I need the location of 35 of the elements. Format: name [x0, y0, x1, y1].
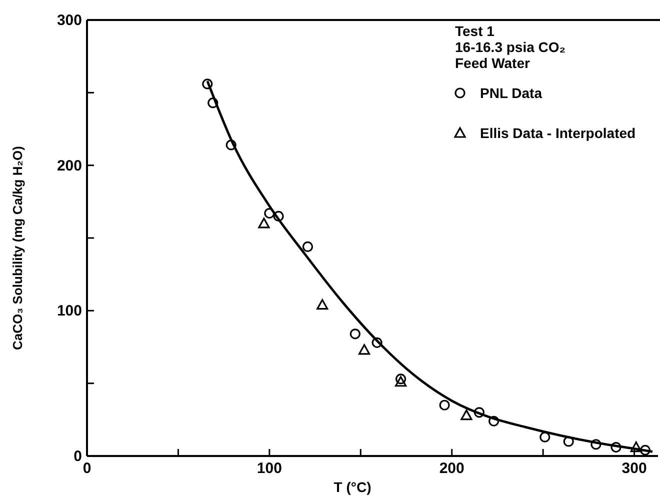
point: [610, 442, 622, 453]
point: [208, 98, 218, 108]
point: [540, 432, 550, 442]
y-tick-label: 100: [56, 302, 82, 320]
point: [358, 344, 370, 355]
point: [395, 374, 406, 384]
x-axis-title: T (°C): [334, 479, 372, 495]
x-tick-label: 200: [439, 460, 464, 477]
point: [474, 407, 485, 418]
point: [394, 376, 407, 387]
point: [590, 439, 602, 450]
point: [226, 140, 236, 150]
legend-label: PNL Data: [480, 85, 542, 101]
point: [302, 241, 314, 252]
point: [640, 444, 651, 456]
point: [460, 410, 472, 420]
point: [372, 337, 382, 348]
y-tick-label: 0: [74, 448, 82, 465]
x-tick-label: 300: [622, 460, 647, 477]
point: [202, 78, 213, 90]
y-axis-title: CaCO₃ Solubility (mg Ca/kg H₂O): [10, 146, 25, 350]
point: [264, 208, 275, 219]
point: [258, 218, 270, 228]
y-tick-label: 300: [56, 12, 82, 29]
point: [316, 299, 328, 310]
point: [350, 328, 360, 340]
point: [488, 416, 500, 426]
legend-label: Ellis Data - Interpolated: [480, 125, 636, 141]
x-tick-label: 100: [256, 460, 282, 477]
legend-title: Test 1 16-16.3 psia CO₂ Feed Water: [455, 23, 566, 71]
point: [630, 441, 642, 452]
point: [563, 436, 574, 447]
y-tick-label: 200: [56, 157, 82, 174]
point: [273, 210, 284, 222]
point: [439, 400, 450, 410]
